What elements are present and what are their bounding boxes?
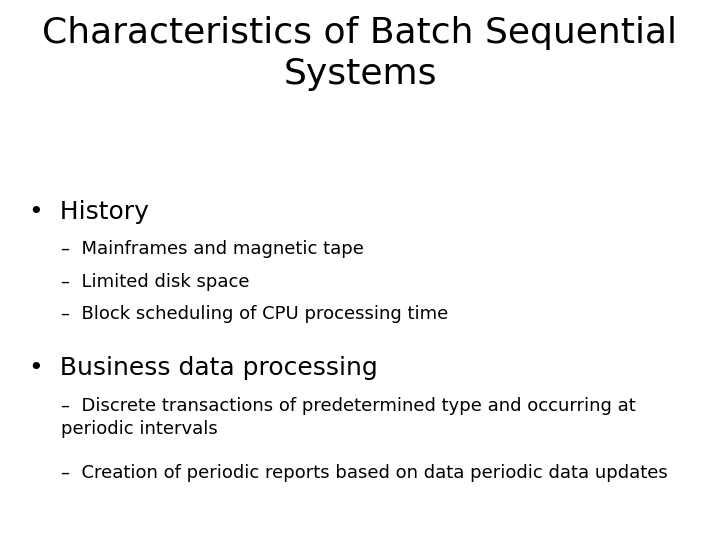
Text: •  History: • History [29, 200, 148, 224]
Text: Characteristics of Batch Sequential
Systems: Characteristics of Batch Sequential Syst… [42, 16, 678, 91]
Text: –  Limited disk space: – Limited disk space [61, 273, 250, 291]
Text: –  Block scheduling of CPU processing time: – Block scheduling of CPU processing tim… [61, 305, 449, 323]
Text: –  Creation of periodic reports based on data periodic data updates: – Creation of periodic reports based on … [61, 464, 668, 482]
Text: –  Discrete transactions of predetermined type and occurring at
periodic interva: – Discrete transactions of predetermined… [61, 397, 636, 438]
Text: –  Mainframes and magnetic tape: – Mainframes and magnetic tape [61, 240, 364, 258]
Text: •  Business data processing: • Business data processing [29, 356, 377, 380]
